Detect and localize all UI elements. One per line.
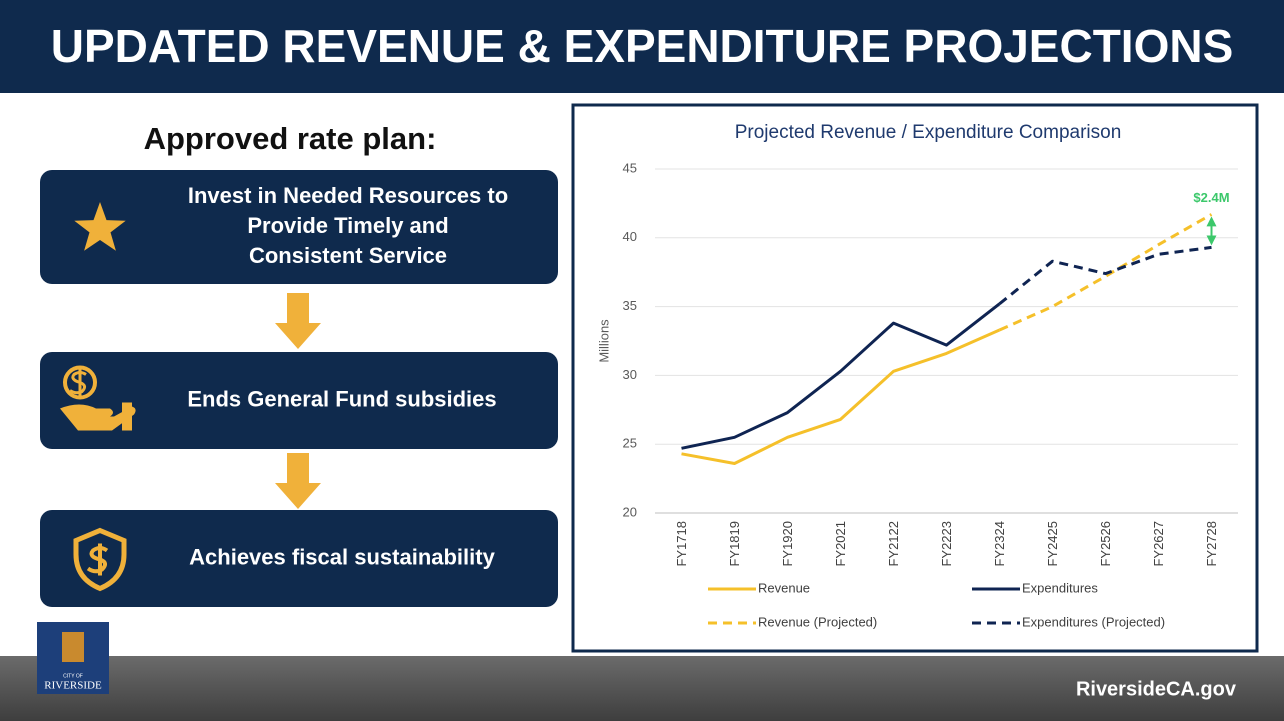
y-tick-label: 30	[623, 367, 637, 382]
x-tick-label: FY2425	[1045, 521, 1060, 567]
x-tick-label: FY2122	[886, 521, 901, 567]
footer-url: RiversideCA.gov	[1076, 678, 1237, 700]
coin-icon	[63, 365, 97, 400]
hand-icon	[60, 404, 136, 431]
x-tick-label: FY2526	[1098, 521, 1113, 567]
y-tick-label: 35	[623, 298, 637, 313]
legend-label: Revenue (Projected)	[758, 614, 877, 629]
chart-frame	[571, 103, 1259, 653]
plan-box	[40, 352, 558, 449]
x-tick-label: FY2223	[939, 521, 954, 567]
logo-name: RIVERSIDE	[44, 680, 102, 692]
star-icon	[74, 202, 126, 251]
series-line	[998, 245, 1212, 305]
y-tick-label: 25	[623, 436, 637, 451]
x-tick-label: FY1718	[674, 521, 689, 567]
x-tick-label: FY2324	[992, 521, 1007, 567]
plan-text: Consistent Service	[249, 243, 447, 268]
x-tick-label: FY1819	[727, 521, 742, 567]
series-line	[998, 213, 1213, 332]
plan-text: Achieves fiscal sustainability	[189, 544, 495, 569]
logo-small: CITY OF	[63, 673, 83, 679]
plan-text: Ends General Fund subsidies	[187, 386, 496, 411]
chart-title: Projected Revenue / Expenditure Comparis…	[735, 122, 1122, 143]
y-tick-label: 40	[623, 229, 637, 244]
shield-icon	[73, 527, 127, 592]
dollar-icon	[86, 543, 109, 576]
plan-text: Invest in Needed Resources to	[188, 183, 508, 208]
logo-bell	[62, 632, 84, 662]
plan-box	[40, 170, 558, 284]
cuff-icon	[122, 402, 132, 431]
arrow	[275, 293, 321, 349]
slide-title: UPDATED REVENUE & EXPENDITURE PROJECTION…	[51, 20, 1234, 72]
series-line	[681, 328, 1001, 465]
legend-label: Expenditures (Projected)	[1022, 614, 1165, 629]
plan-text: Provide Timely and	[247, 213, 448, 238]
dollar-icon	[69, 368, 87, 397]
y-tick-label: 45	[623, 160, 637, 175]
series-line	[681, 302, 1001, 450]
footer-bar	[0, 656, 1284, 721]
legend-label: Revenue	[758, 580, 810, 595]
x-tick-label: FY1920	[780, 521, 795, 567]
y-axis-label: Millions	[596, 319, 611, 363]
title-bar	[0, 0, 1284, 93]
x-tick-label: FY2627	[1151, 521, 1166, 567]
x-tick-label: FY2728	[1204, 521, 1219, 567]
legend-label: Expenditures	[1022, 580, 1098, 595]
plan-box	[40, 510, 558, 607]
arrow	[275, 453, 321, 509]
plan-heading: Approved rate plan:	[144, 121, 437, 156]
y-tick-label: 20	[623, 504, 637, 519]
annotation: $2.4M	[1193, 190, 1229, 205]
x-tick-label: FY2021	[833, 521, 848, 567]
